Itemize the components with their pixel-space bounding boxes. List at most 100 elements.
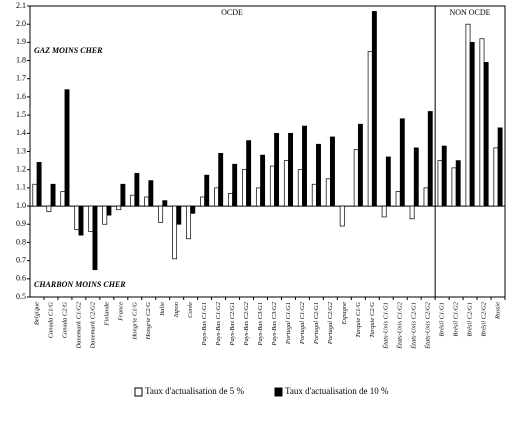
bar <box>330 136 335 207</box>
bar <box>409 205 415 220</box>
x-tick-label: Italie <box>159 302 166 317</box>
bar <box>88 205 94 232</box>
x-tick-label: Pays-Bas C1/G1 <box>201 302 208 347</box>
y-tick-label: 1.7 <box>16 74 26 83</box>
bar <box>190 205 196 214</box>
bar <box>92 205 98 271</box>
bar <box>214 187 219 207</box>
bar <box>381 205 387 218</box>
x-tick-label: France <box>117 302 124 322</box>
legend-label: Taux d'actualisation de 10 % <box>285 386 389 396</box>
bar <box>60 191 66 207</box>
bar <box>465 23 471 207</box>
bar <box>413 147 419 207</box>
x-tick-label: Pays-Bas C3/G1 <box>257 302 264 347</box>
bar <box>148 180 154 207</box>
x-tick-label: Japon <box>173 302 180 318</box>
x-tick-label: Belgique <box>33 302 40 325</box>
x-tick-label: Brésil C1/G1 <box>439 302 446 337</box>
x-tick-label: Canada C2/G <box>61 302 68 339</box>
bar <box>260 154 266 207</box>
y-tick-label: 1.4 <box>16 128 26 137</box>
legend-swatch <box>134 387 143 397</box>
x-tick-label: États-Unis C2/G1 <box>410 302 418 350</box>
bar <box>102 205 108 225</box>
bar <box>274 132 280 207</box>
bar <box>483 62 489 207</box>
x-tick-label: Pays-Bas C2/G1 <box>229 302 236 347</box>
bar <box>325 178 331 207</box>
bar <box>50 183 56 207</box>
y-tick-label: 1.0 <box>16 201 26 210</box>
y-tick-label: 1.1 <box>16 183 26 192</box>
x-tick-label: Danemark C2/G2 <box>89 301 96 349</box>
bar <box>144 196 150 207</box>
bar <box>288 132 293 207</box>
bar <box>186 205 192 240</box>
bar <box>204 174 210 207</box>
bar <box>302 125 307 207</box>
y-tick-label: 1.6 <box>16 92 26 101</box>
bar <box>36 162 42 207</box>
x-tick-label: Pays-Bas C2/G2 <box>243 301 250 346</box>
x-tick-label: Brésil C2/G2 <box>481 301 488 336</box>
bar <box>242 169 247 207</box>
bar <box>367 51 373 207</box>
bar <box>200 196 205 207</box>
x-tick-label: Hongrie C2/G <box>145 302 152 341</box>
bar <box>228 192 233 207</box>
bar <box>134 172 140 207</box>
y-tick-label: 2.0 <box>16 19 26 28</box>
y-tick-label: 2.1 <box>16 1 26 10</box>
legend-label: Taux d'actualisation de 5 % <box>145 386 244 396</box>
x-tick-label: Hongrie C1/G <box>131 302 138 341</box>
bar <box>451 167 457 207</box>
bar <box>255 187 261 207</box>
bar <box>106 205 112 216</box>
y-tick-label: 0.5 <box>16 292 26 301</box>
annotation: OCDE <box>221 8 243 17</box>
bar <box>427 111 433 207</box>
x-tick-label: Portugal C1/G2 <box>299 301 306 345</box>
bar <box>297 169 303 207</box>
bar <box>455 160 461 207</box>
legend-swatch <box>274 387 283 397</box>
bar <box>218 152 224 207</box>
bar <box>269 165 275 207</box>
bar <box>283 160 289 207</box>
x-tick-label: Corée <box>187 302 194 318</box>
bar <box>120 183 126 207</box>
bar <box>469 42 475 207</box>
bar <box>78 205 84 236</box>
x-tick-label: Finlande <box>103 302 110 327</box>
bar <box>232 163 238 207</box>
y-tick-label: 1.9 <box>16 37 26 46</box>
bar <box>357 123 363 207</box>
bar <box>385 156 391 207</box>
bar <box>176 205 182 225</box>
bar <box>130 194 136 207</box>
y-tick-label: 0.7 <box>16 255 26 264</box>
x-tick-label: États-Unis C2/G2 <box>424 301 432 350</box>
x-tick-label: Pays-Bas C3/G2 <box>271 301 278 346</box>
bar <box>353 149 359 207</box>
bar <box>371 11 377 207</box>
annotation: GAZ MOINS CHER <box>34 46 103 55</box>
bar <box>441 145 447 207</box>
x-tick-label: Russie <box>494 302 501 320</box>
bar <box>158 205 164 223</box>
x-tick-label: Pays-Bas C1/G2 <box>215 301 222 346</box>
bar <box>162 200 168 207</box>
bar <box>399 118 405 207</box>
bar <box>497 127 503 207</box>
bar <box>339 205 345 227</box>
bar <box>64 89 70 207</box>
bar <box>437 160 443 207</box>
y-tick-label: 0.6 <box>16 274 26 283</box>
bar <box>32 183 38 207</box>
bar <box>311 183 317 207</box>
bar <box>74 205 80 231</box>
y-tick-label: 0.8 <box>16 237 26 246</box>
annotation: NON OCDE <box>449 8 490 17</box>
